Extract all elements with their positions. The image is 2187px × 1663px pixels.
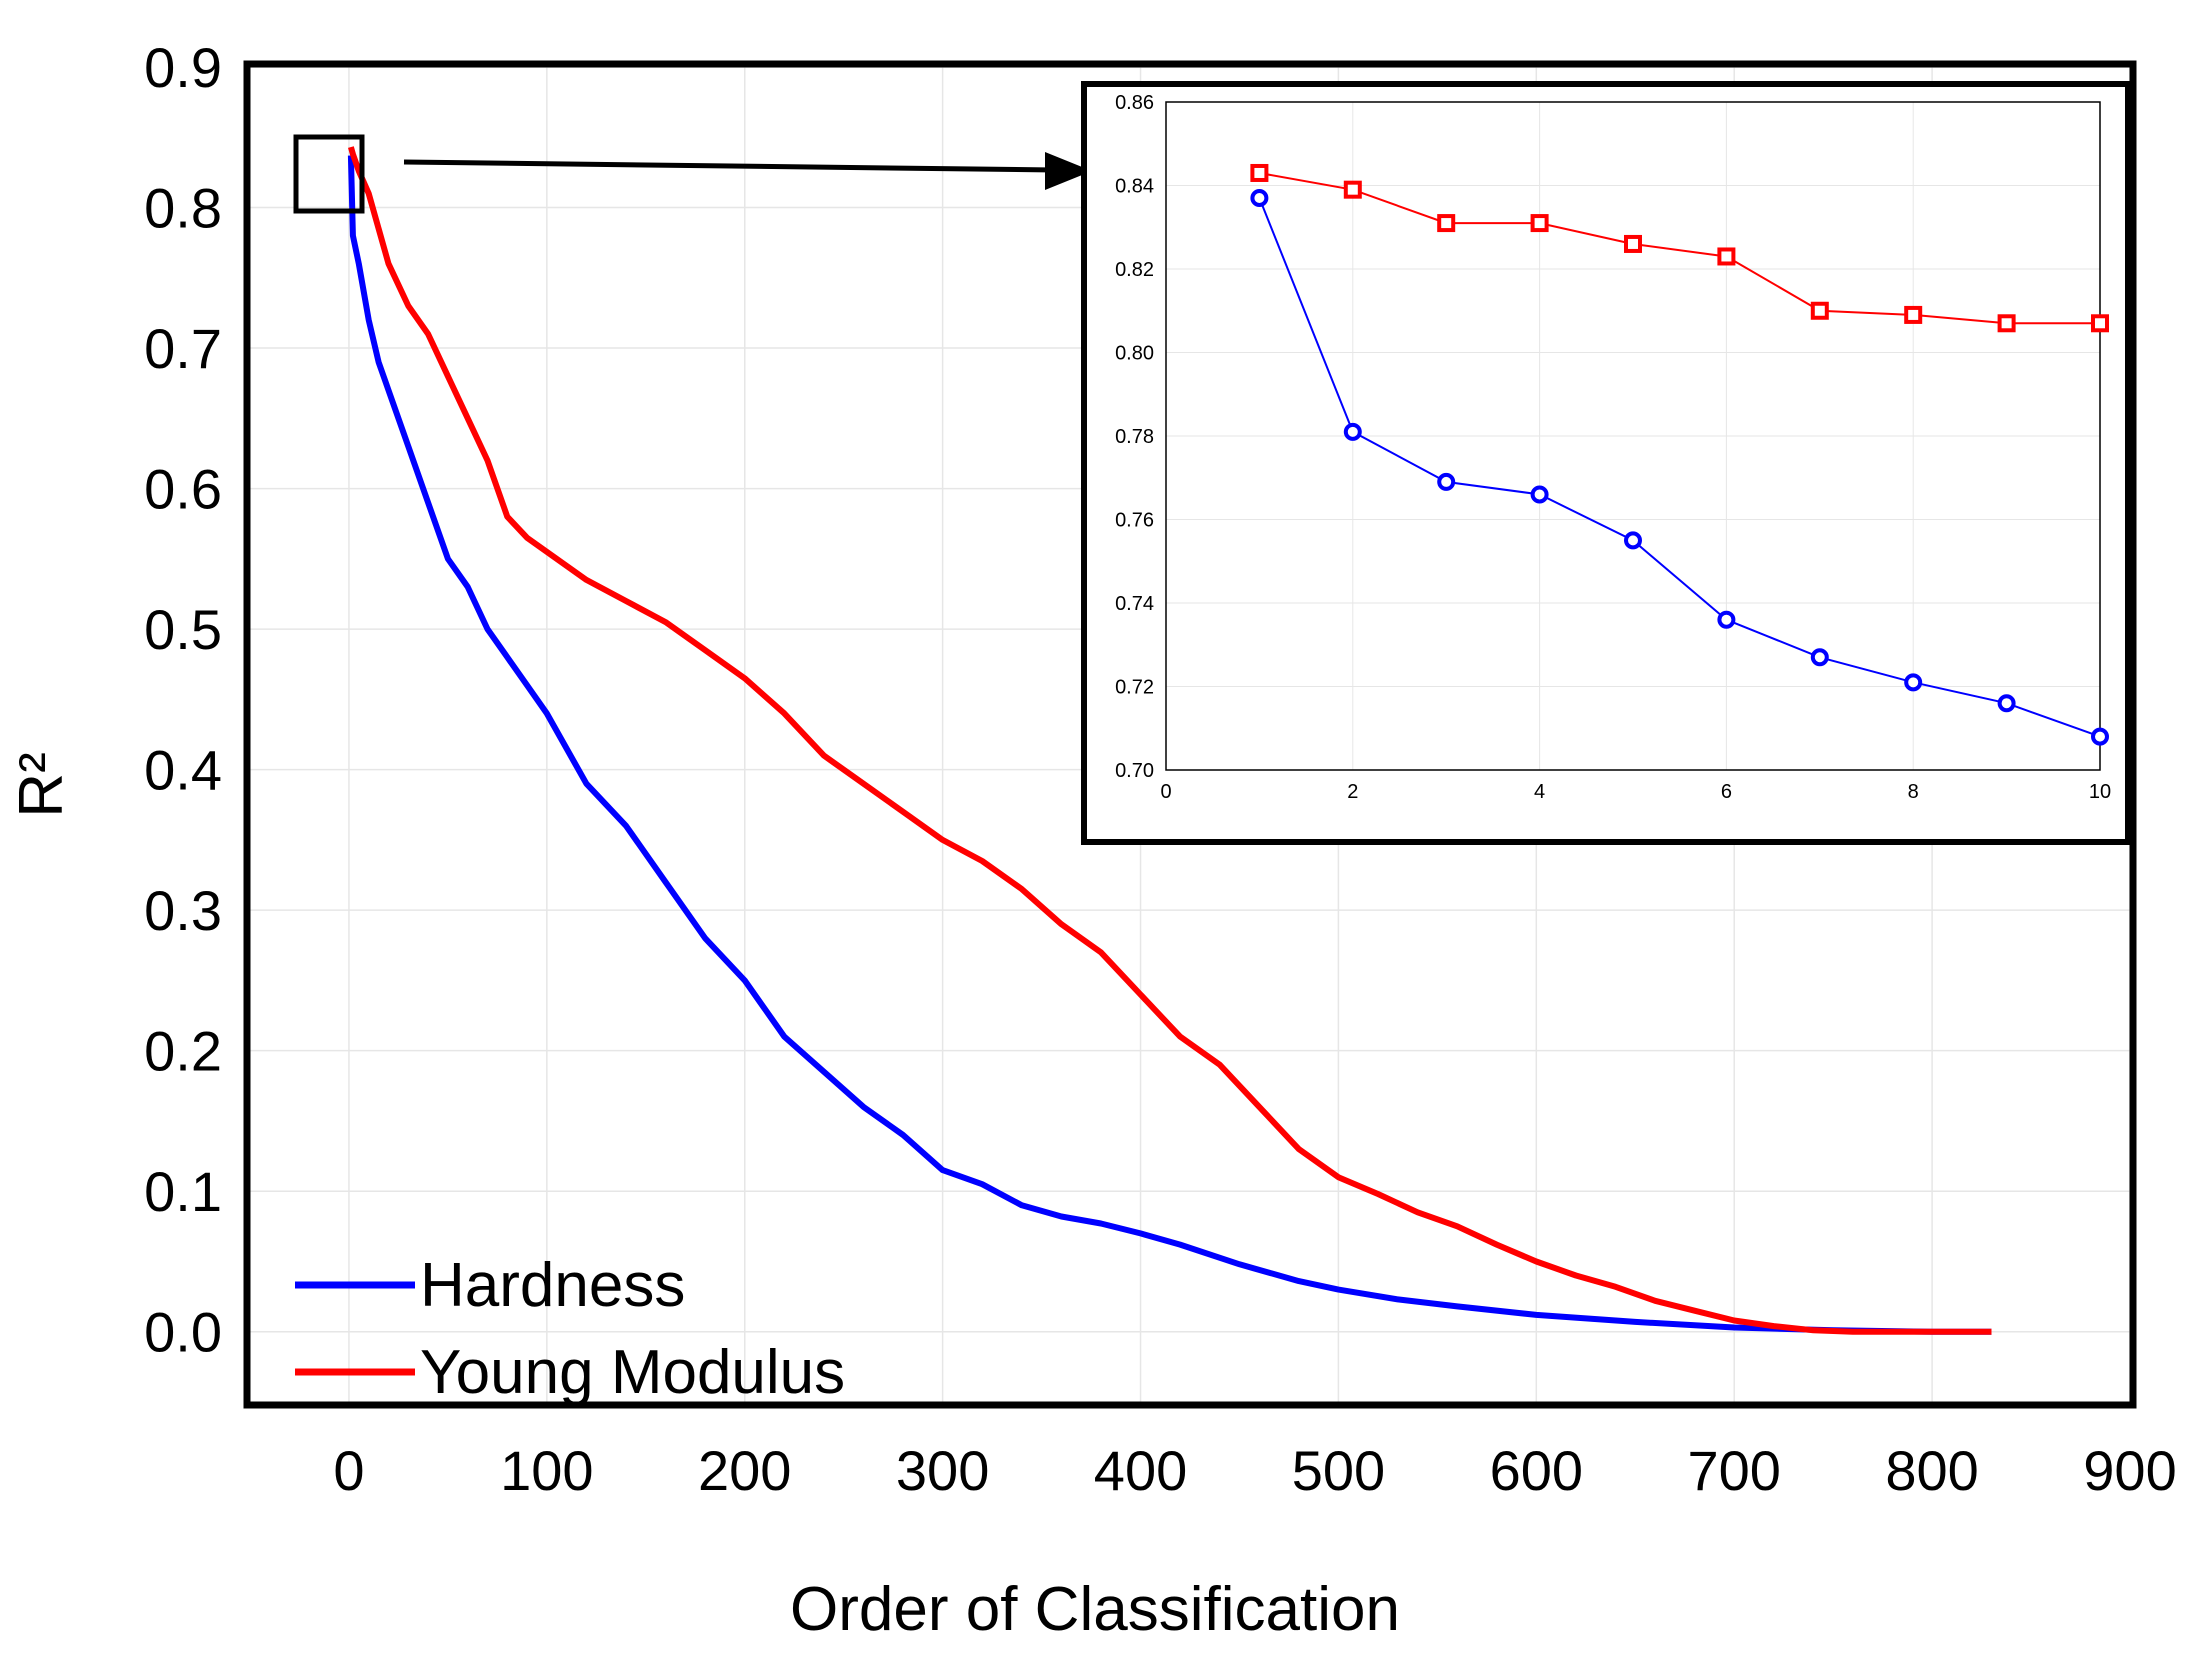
inset-point-hardness-5 bbox=[1624, 531, 1642, 550]
inset-point-hardness-4 bbox=[1530, 485, 1549, 504]
inset-point-hardness-1 bbox=[1250, 189, 1269, 208]
y-tick-label-0-9: 0.9 bbox=[144, 36, 222, 99]
inset-point-hardness-3 bbox=[1437, 472, 1456, 491]
inset-point-hardness-8 bbox=[1904, 673, 1923, 692]
inset-y-tick-labels: 0.70 0.72 0.74 0.76 0.78 0.80 0.82 0.84 0.86 bbox=[1115, 92, 1154, 782]
inset-point-hardness-7 bbox=[1810, 648, 1829, 667]
x-tick-label-0: 0 bbox=[333, 1439, 364, 1502]
inset-point-young-modulus-1 bbox=[1250, 163, 1269, 182]
x-tick-label-400: 400 bbox=[1094, 1439, 1187, 1502]
inset-line-young-modulus bbox=[1259, 172, 2100, 325]
inset-point-hardness-6 bbox=[1717, 610, 1736, 629]
y-tick-label-0-0: 0.0 bbox=[144, 1301, 222, 1364]
y-tick-label-0-3: 0.3 bbox=[144, 879, 222, 942]
y-tick-label-0-5: 0.5 bbox=[144, 598, 222, 661]
x-tick-label-700: 700 bbox=[1687, 1439, 1780, 1502]
inset-line-hardness bbox=[1258, 197, 2101, 738]
inset-point-young-modulus-3 bbox=[1437, 214, 1456, 233]
legend: Hardness Young Modulus bbox=[295, 1251, 845, 1407]
y-tick-label-0-7: 0.7 bbox=[144, 317, 222, 380]
inset-y-tick-label-0-82: 0.82 bbox=[1115, 259, 1154, 281]
inset-series bbox=[1250, 163, 2109, 746]
inset-point-hardness-9 bbox=[1997, 694, 2016, 713]
x-tick-label-900: 900 bbox=[2083, 1439, 2176, 1502]
inset-x-tick-label-8: 8 bbox=[1908, 781, 1919, 803]
inset-x-tick-labels: 0 2 4 6 8 10 bbox=[1160, 781, 2111, 803]
main-y-tick-labels: 0.0 0.1 0.2 0.3 0.4 0.5 0.6 0.7 0.8 0.9 bbox=[144, 36, 222, 1364]
inset-x-tick-label-4: 4 bbox=[1534, 781, 1545, 803]
inset-point-young-modulus-10 bbox=[2091, 314, 2109, 333]
series-line-young-modulus bbox=[348, 146, 1992, 1335]
series-line-hardness bbox=[347, 155, 1992, 1335]
inset-point-hardness-10 bbox=[2091, 727, 2109, 746]
inset-x-tick-label-0: 0 bbox=[1160, 781, 1171, 803]
inset-y-tick-label-0-72: 0.72 bbox=[1115, 677, 1154, 699]
x-tick-label-800: 800 bbox=[1885, 1439, 1978, 1502]
x-tick-label-200: 200 bbox=[698, 1439, 791, 1502]
x-tick-label-100: 100 bbox=[500, 1439, 593, 1502]
inset-y-tick-label-0-86: 0.86 bbox=[1115, 92, 1154, 114]
inset-point-young-modulus-4 bbox=[1530, 214, 1549, 233]
y-tick-label-0-1: 0.1 bbox=[144, 1160, 222, 1223]
inset-point-young-modulus-8 bbox=[1904, 305, 1923, 324]
inset-y-tick-label-0-76: 0.76 bbox=[1115, 510, 1154, 532]
main-x-tick-labels: 0 100 200 300 400 500 600 700 800 900 bbox=[333, 1439, 2176, 1502]
inset-point-young-modulus-7 bbox=[1810, 301, 1829, 320]
inset-point-hardness-2 bbox=[1343, 422, 1362, 441]
inset-y-tick-label-0-84: 0.84 bbox=[1115, 176, 1154, 198]
inset-y-tick-label-0-74: 0.74 bbox=[1115, 593, 1154, 615]
inset-x-tick-label-6: 6 bbox=[1721, 781, 1732, 803]
legend-label-young-modulus: Young Modulus bbox=[420, 1338, 845, 1407]
zoom-arrow-head bbox=[1045, 152, 1092, 190]
inset-y-tick-label-0-70: 0.70 bbox=[1115, 760, 1154, 782]
y-tick-label-0-8: 0.8 bbox=[144, 177, 222, 240]
inset-x-tick-label-2: 2 bbox=[1347, 781, 1358, 803]
inset-point-young-modulus-9 bbox=[1997, 314, 2016, 333]
main-plot-frame bbox=[243, 60, 2137, 1409]
legend-label-hardness: Hardness bbox=[420, 1251, 685, 1320]
inset-point-young-modulus-6 bbox=[1717, 247, 1736, 266]
inset-y-tick-label-0-80: 0.80 bbox=[1115, 343, 1154, 365]
zoom-region-box bbox=[293, 134, 365, 214]
main-series-lines bbox=[347, 146, 1992, 1335]
y-tick-label-0-6: 0.6 bbox=[144, 458, 222, 521]
x-tick-label-500: 500 bbox=[1292, 1439, 1385, 1502]
x-tick-label-300: 300 bbox=[896, 1439, 989, 1502]
inset-plot-area bbox=[1165, 101, 2101, 771]
inset-point-young-modulus-5 bbox=[1624, 234, 1642, 253]
inset-y-tick-label-0-78: 0.78 bbox=[1115, 426, 1154, 448]
y-tick-label-0-4: 0.4 bbox=[144, 739, 222, 802]
inset-x-tick-label-10: 10 bbox=[2089, 781, 2111, 803]
inset-frame bbox=[1081, 81, 2131, 845]
x-tick-label-600: 600 bbox=[1490, 1439, 1583, 1502]
zoom-arrow-line bbox=[403, 159, 1056, 173]
y-axis-label: R² bbox=[7, 752, 76, 817]
x-axis-label: Order of Classification bbox=[790, 1575, 1400, 1644]
y-tick-label-0-2: 0.2 bbox=[144, 1020, 222, 1083]
inset-point-young-modulus-2 bbox=[1343, 180, 1362, 199]
